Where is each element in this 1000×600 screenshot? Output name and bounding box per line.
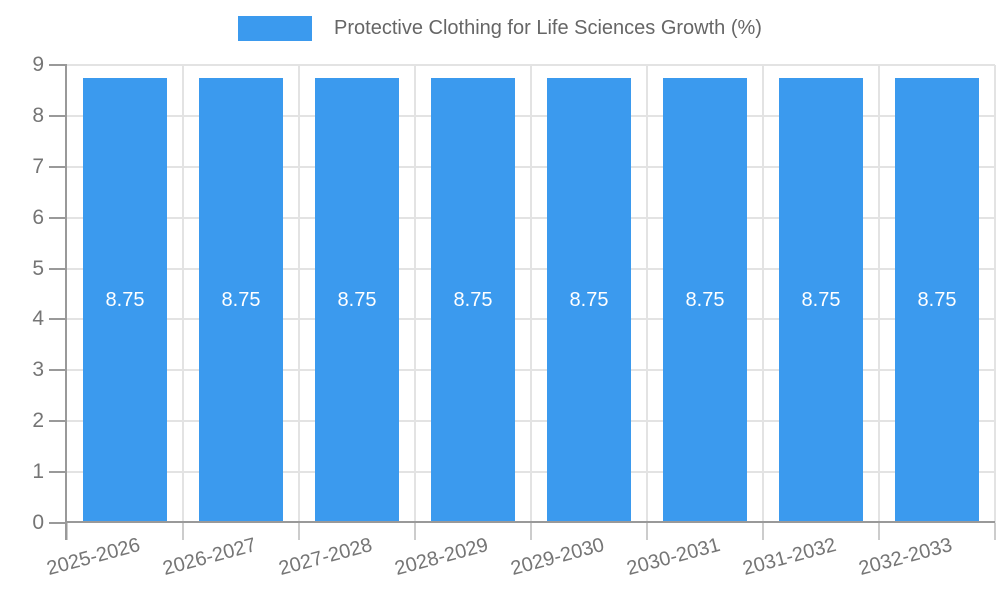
x-axis-label: 2031-2032 (740, 533, 839, 580)
bar-value-label: 8.75 (569, 289, 609, 312)
y-axis-label: 1 (32, 460, 44, 484)
bar-value-label: 8.75 (685, 289, 725, 312)
bar (895, 77, 979, 523)
x-axis-tick (182, 523, 184, 540)
bar-value-label: 8.75 (337, 289, 377, 312)
y-axis-tick (49, 471, 67, 474)
x-axis-tick (994, 523, 996, 540)
x-gridline (182, 65, 184, 523)
y-axis-tick (49, 165, 67, 168)
x-gridline (646, 65, 648, 523)
x-gridline (878, 65, 880, 523)
x-axis-label: 2028-2029 (392, 533, 491, 580)
bar-value-label: 8.75 (917, 289, 957, 312)
x-axis-label: 2026-2027 (160, 533, 259, 580)
y-axis-label: 7 (32, 154, 44, 178)
x-gridline (994, 65, 996, 523)
bar-value-label: 8.75 (221, 289, 261, 312)
x-axis-line (65, 521, 995, 523)
x-axis-tick (762, 523, 764, 540)
y-axis-tick (49, 369, 67, 372)
y-axis-label: 5 (32, 256, 44, 280)
bar (315, 77, 399, 523)
x-axis-tick (66, 523, 68, 540)
bar (547, 77, 631, 523)
x-gridline (762, 65, 764, 523)
y-axis-tick (49, 318, 67, 321)
y-axis-label: 2 (32, 409, 44, 433)
bar (431, 77, 515, 523)
y-axis-label: 0 (32, 511, 44, 534)
chart-legend[interactable]: Protective Clothing for Life Sciences Gr… (0, 16, 1000, 41)
x-axis-tick (646, 523, 648, 540)
x-gridline (530, 65, 532, 523)
x-axis-tick (878, 523, 880, 540)
x-gridline (298, 65, 300, 523)
y-axis-line (65, 65, 67, 540)
y-axis-label: 4 (32, 307, 44, 331)
y-axis-tick (49, 216, 67, 219)
y-axis-tick (49, 64, 67, 66)
x-axis-tick (298, 523, 300, 540)
y-axis-label: 9 (32, 53, 44, 76)
y-axis-tick (49, 522, 67, 524)
x-axis-label: 2025-2026 (44, 533, 143, 580)
bar-value-label: 8.75 (105, 289, 145, 312)
y-axis-tick (49, 114, 67, 117)
bar-value-label: 8.75 (453, 289, 493, 312)
x-axis-label: 2030-2031 (624, 533, 723, 580)
y-axis-tick (49, 267, 67, 270)
bar (663, 77, 747, 523)
legend-label: Protective Clothing for Life Sciences Gr… (334, 17, 762, 39)
bar (199, 77, 283, 523)
x-gridline (414, 65, 416, 523)
bar (83, 77, 167, 523)
x-axis-label: 2029-2030 (508, 533, 607, 580)
y-axis-label: 6 (32, 205, 44, 229)
legend-swatch-icon (238, 16, 313, 41)
bar-value-label: 8.75 (801, 289, 841, 312)
y-axis-label: 3 (32, 358, 44, 382)
y-axis-label: 8 (32, 103, 44, 127)
x-axis-label: 2032-2033 (856, 533, 955, 580)
x-axis-tick (414, 523, 416, 540)
y-axis-tick (49, 420, 67, 423)
x-axis-label: 2027-2028 (276, 533, 375, 580)
x-axis-tick (530, 523, 532, 540)
bar (779, 77, 863, 523)
